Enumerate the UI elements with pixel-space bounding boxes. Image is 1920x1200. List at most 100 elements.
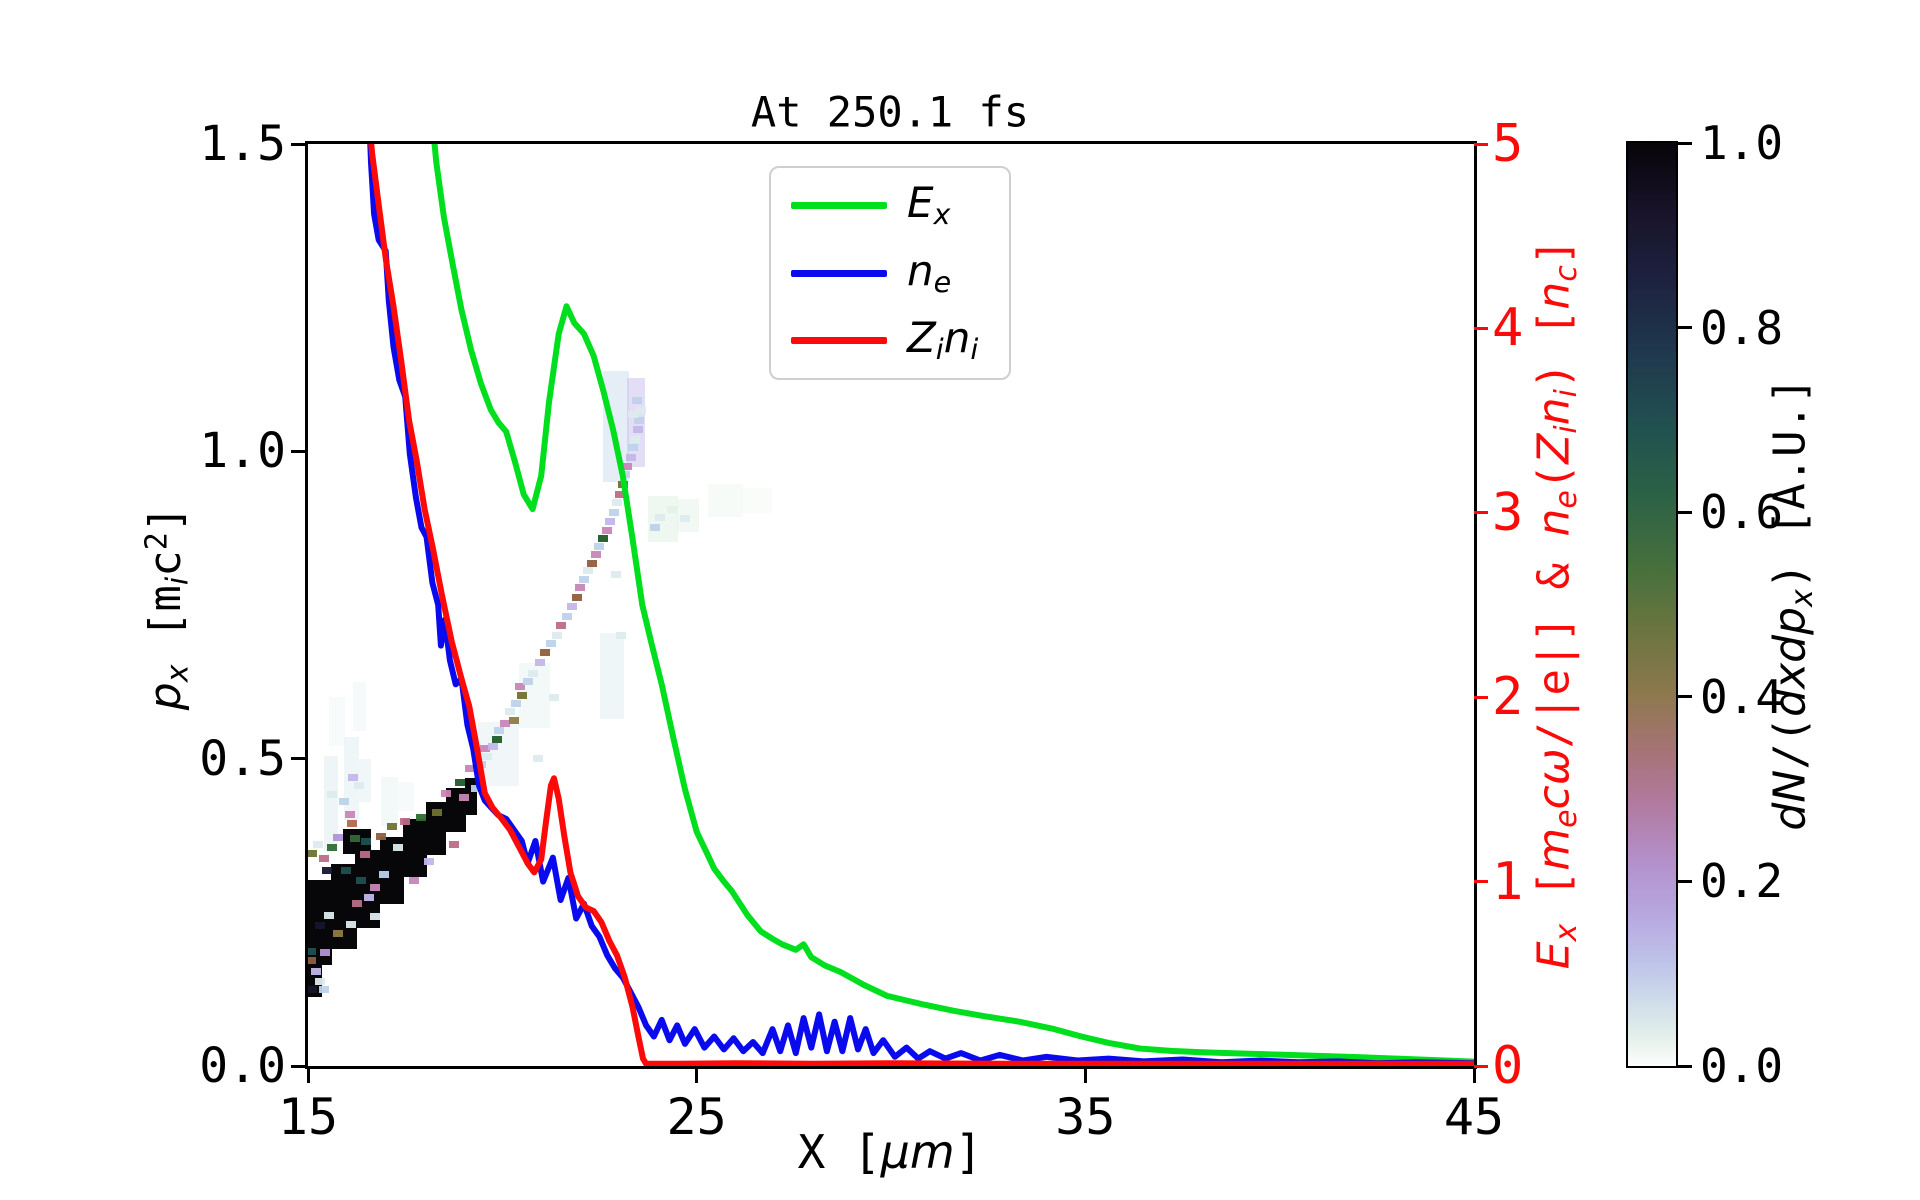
histogram-cell — [338, 798, 349, 806]
histogram-cell-layer — [308, 144, 1474, 1066]
histogram-cell — [379, 870, 390, 878]
histogram-cell — [649, 524, 660, 532]
histogram-cell — [322, 867, 333, 875]
y-right-tick-label: 4 — [1492, 298, 1524, 359]
y-right-tick-mark — [1474, 142, 1488, 146]
colorbar-tick-label: 0.6 — [1700, 485, 1784, 540]
histogram-cell — [327, 843, 338, 851]
histogram-cell — [345, 921, 356, 929]
histogram-cell — [313, 841, 324, 849]
histogram-cell — [582, 567, 593, 575]
histogram-cell — [561, 612, 572, 620]
histogram-cell — [393, 843, 404, 851]
histogram-cell — [614, 490, 625, 498]
histogram-cell — [605, 517, 616, 525]
colorbar-tick-mark — [1678, 879, 1692, 883]
y-right-tick-label: 1 — [1492, 851, 1524, 912]
plot-title: At 250.1 fs — [750, 87, 1030, 137]
legend-entry-ne: ne — [791, 243, 1009, 303]
zini-curve — [368, 144, 1474, 1066]
y-right-tick-mark — [1474, 880, 1488, 884]
histogram-cell — [571, 594, 582, 602]
y-axis-label-left: px [mic2] — [139, 505, 196, 711]
histogram-smear-layer — [308, 144, 1474, 1066]
ex-label: Ex — [907, 178, 951, 232]
histogram-cell — [494, 726, 505, 734]
histogram-cell — [616, 632, 627, 640]
histogram-cell — [610, 570, 621, 578]
histogram-cell — [318, 854, 329, 862]
y-left-tick-label: 0.0 — [199, 1038, 286, 1094]
histogram-cell — [340, 867, 351, 875]
x-tick-label: 35 — [1055, 1088, 1116, 1146]
histogram-cell — [355, 876, 366, 884]
colorbar-tick-mark — [1678, 695, 1692, 699]
histogram-cell — [608, 509, 619, 517]
histogram-cell — [488, 742, 499, 750]
histogram-cell — [602, 526, 613, 534]
x-axis-label: X [μm] — [797, 1125, 983, 1179]
histogram-cell — [631, 397, 642, 405]
zini-line-sample — [791, 337, 887, 344]
legend-entry-ex: Ex — [791, 176, 1009, 236]
histogram-smear — [329, 697, 345, 747]
histogram-cell — [346, 820, 357, 828]
histogram-cell — [351, 900, 362, 908]
histogram-cell — [505, 708, 516, 716]
histogram-cell — [376, 832, 387, 840]
histogram-cell — [332, 929, 343, 937]
histogram-cell — [480, 745, 491, 753]
histogram-cell — [627, 444, 638, 452]
histogram-cell — [320, 949, 331, 957]
y-right-tick-label: 5 — [1492, 114, 1524, 174]
histogram-cell — [369, 884, 380, 892]
histogram-cell — [548, 693, 559, 701]
histogram-cell — [556, 622, 567, 630]
histogram-cell — [464, 765, 475, 773]
colorbar-tick-label: 0.4 — [1700, 669, 1784, 724]
histogram-cell — [634, 417, 645, 425]
histogram-band — [465, 778, 477, 816]
histogram-cell — [308, 850, 317, 858]
histogram-cell — [441, 789, 452, 797]
histogram-cell — [528, 670, 539, 678]
histogram-cell — [590, 551, 601, 559]
colorbar-label: dN/(dxdpx) [A.U.] — [1764, 377, 1820, 831]
colorbar-tick-mark — [1678, 326, 1692, 330]
ne-line-sample — [791, 269, 887, 277]
histogram-cell — [522, 677, 533, 685]
y-right-tick-mark — [1474, 695, 1488, 699]
histogram-cell — [361, 837, 372, 845]
histogram-cell — [594, 542, 605, 550]
colorbar-tick-label: 0.0 — [1700, 1039, 1784, 1093]
zini-label: Zini — [907, 313, 979, 367]
colorbar-tick-label: 0.8 — [1700, 300, 1784, 355]
x-tick-mark — [1083, 1069, 1087, 1083]
histogram-smear — [352, 681, 367, 731]
histogram-cell — [327, 790, 338, 798]
legend: Ex ne Zini — [769, 166, 1011, 380]
histogram-cell — [551, 632, 562, 640]
histogram-cell — [348, 773, 359, 781]
ex-line-sample — [791, 202, 887, 209]
y-left-tick-mark — [291, 1064, 305, 1068]
histogram-cell — [508, 717, 519, 725]
histogram-cell — [455, 778, 466, 786]
histogram-cell — [308, 947, 317, 955]
histogram-cell — [400, 817, 411, 825]
y-right-tick-label: 2 — [1492, 667, 1524, 728]
x-tick-label: 15 — [277, 1088, 339, 1146]
colorbar-tick-mark — [1678, 510, 1692, 514]
histogram-cell — [449, 841, 460, 849]
y-right-tick-label: 3 — [1492, 482, 1524, 543]
histogram-cell — [586, 559, 597, 567]
histogram-cell — [540, 649, 551, 657]
histogram-cell — [344, 810, 355, 818]
y-right-tick-mark — [1474, 1064, 1488, 1068]
histogram-cell — [324, 911, 335, 919]
histogram-cell — [680, 515, 691, 523]
colorbar-tick-mark — [1678, 141, 1692, 145]
colorbar-tick-mark — [1678, 1064, 1692, 1068]
histogram-cell — [578, 575, 589, 583]
histogram-cell — [499, 719, 510, 727]
